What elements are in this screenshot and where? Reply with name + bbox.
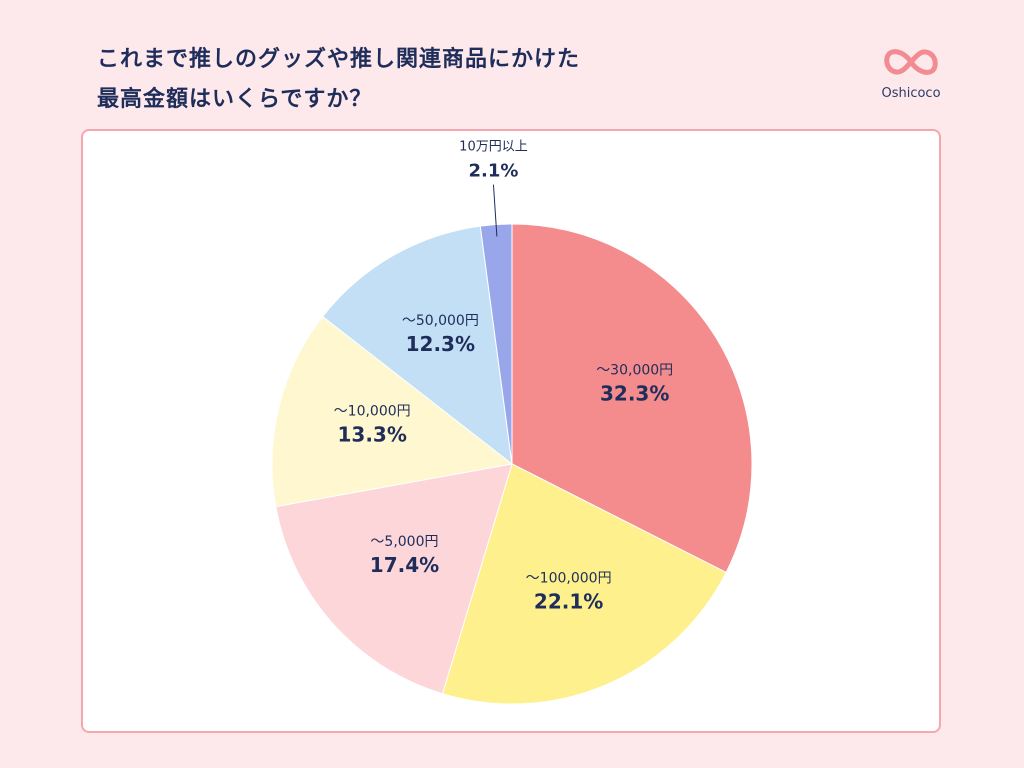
slice-label-3: ～10,000円: [334, 404, 411, 420]
pie-slice-1: [441, 463, 727, 705]
slice-label-5: 10万円以上: [459, 140, 528, 155]
slice-value-0: 32.3%: [600, 382, 669, 406]
chart-title: これまで推しのグッズや推し関連商品にかけた 最高金額はいくらですか？: [97, 40, 580, 120]
slice-value-4: 12.3%: [406, 332, 475, 356]
slice-value-1: 22.1%: [534, 589, 603, 613]
slice-value-5: 2.1%: [468, 161, 518, 182]
slice-label-1: ～100,000円: [526, 570, 612, 586]
brand-name: Oshicoco: [881, 86, 941, 101]
pie-slice-3: [271, 315, 514, 508]
slice-label-2: ～5,000円: [370, 534, 438, 550]
slice-label-0: ～30,000円: [596, 363, 673, 379]
callout-line-5: [492, 184, 498, 237]
slice-value-3: 13.3%: [337, 423, 406, 447]
pie-slice-2: [275, 463, 513, 695]
infinity-heart-icon: [884, 49, 938, 75]
title-line-2: 最高金額はいくらですか？: [97, 87, 373, 112]
pie-slice-0: [511, 223, 753, 574]
slice-label-4: ～50,000円: [402, 313, 479, 329]
title-line-1: これまで推しのグッズや推し関連商品にかけた: [97, 47, 581, 72]
brand-logo: Oshicoco: [866, 44, 956, 101]
slice-value-2: 17.4%: [370, 553, 439, 577]
pie-slice-4: [321, 225, 513, 466]
